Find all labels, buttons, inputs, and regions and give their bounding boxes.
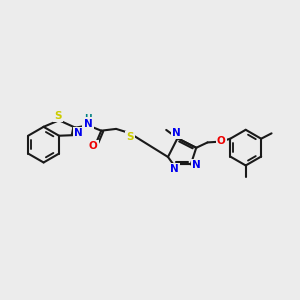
Text: N: N <box>192 160 201 170</box>
Text: N: N <box>83 118 92 128</box>
Text: S: S <box>127 132 134 142</box>
Text: N: N <box>74 128 83 138</box>
Text: N: N <box>169 164 178 175</box>
Text: O: O <box>88 141 97 151</box>
Text: N: N <box>172 128 181 138</box>
Text: S: S <box>55 111 62 121</box>
Text: H: H <box>84 114 92 123</box>
Text: O: O <box>217 136 226 146</box>
